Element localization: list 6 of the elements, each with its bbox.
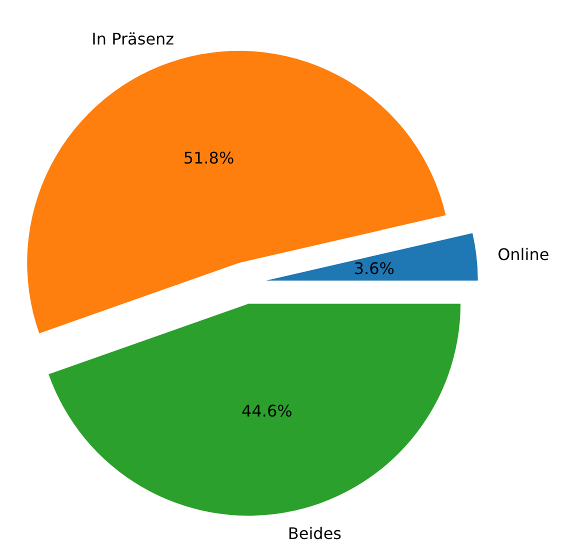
slice-label: Online (498, 244, 550, 264)
slice-label: In Präsenz (92, 29, 174, 48)
data-label: 3.6% (354, 258, 394, 278)
data-label: 44.6% (242, 402, 292, 421)
slice-label: Beides (288, 524, 342, 544)
data-label: 51.8% (183, 148, 234, 168)
